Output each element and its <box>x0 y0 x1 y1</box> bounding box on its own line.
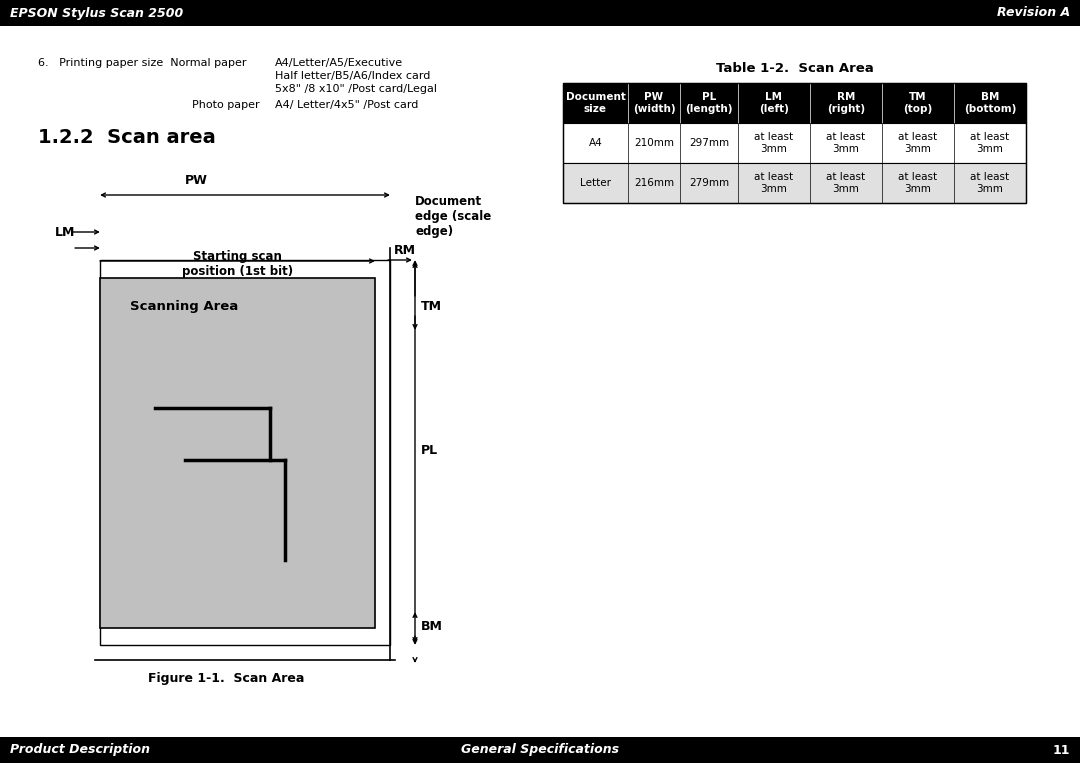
Bar <box>563 83 1026 203</box>
Text: Table 1-2.  Scan Area: Table 1-2. Scan Area <box>716 62 874 75</box>
Text: Product Description: Product Description <box>10 743 150 756</box>
Text: at least
3mm: at least 3mm <box>826 172 865 194</box>
Text: Document
size: Document size <box>566 92 625 114</box>
Text: Figure 1-1.  Scan Area: Figure 1-1. Scan Area <box>148 672 305 685</box>
Text: 1.2.2  Scan area: 1.2.2 Scan area <box>38 128 216 147</box>
Text: Document
edge (scale
edge): Document edge (scale edge) <box>415 195 491 238</box>
Text: Letter: Letter <box>580 178 611 188</box>
Text: BM: BM <box>421 620 443 633</box>
Text: BM
(bottom): BM (bottom) <box>963 92 1016 114</box>
Text: Half letter/B5/A6/Index card: Half letter/B5/A6/Index card <box>275 71 430 81</box>
Text: Scanning Area: Scanning Area <box>130 300 239 313</box>
Text: Starting scan
position (1st bit): Starting scan position (1st bit) <box>181 250 293 278</box>
Text: 11: 11 <box>1053 743 1070 756</box>
Text: 210mm: 210mm <box>634 138 674 148</box>
Text: LM: LM <box>55 226 76 239</box>
Text: TM: TM <box>421 300 442 313</box>
Text: General Specifications: General Specifications <box>461 743 619 756</box>
Text: A4/Letter/A5/Executive: A4/Letter/A5/Executive <box>275 58 403 68</box>
Text: Photo paper: Photo paper <box>192 100 259 110</box>
Bar <box>563 123 1026 163</box>
Text: 216mm: 216mm <box>634 178 674 188</box>
Text: at least
3mm: at least 3mm <box>971 132 1010 154</box>
Text: 297mm: 297mm <box>689 138 729 148</box>
Text: at least
3mm: at least 3mm <box>899 132 937 154</box>
Bar <box>0 737 1080 763</box>
Text: at least
3mm: at least 3mm <box>755 132 794 154</box>
Bar <box>563 83 1026 123</box>
Text: 5x8" /8 x10" /Post card/Legal: 5x8" /8 x10" /Post card/Legal <box>275 84 437 94</box>
Text: PL: PL <box>421 443 438 456</box>
Bar <box>0 0 1080 26</box>
Text: at least
3mm: at least 3mm <box>755 172 794 194</box>
Text: EPSON Stylus Scan 2500: EPSON Stylus Scan 2500 <box>10 7 184 20</box>
Bar <box>100 278 375 628</box>
Text: A4: A4 <box>589 138 603 148</box>
Bar <box>563 163 1026 203</box>
Text: Revision A: Revision A <box>997 7 1070 20</box>
Text: at least
3mm: at least 3mm <box>826 132 865 154</box>
Text: A4/ Letter/4x5" /Post card: A4/ Letter/4x5" /Post card <box>275 100 418 110</box>
Text: at least
3mm: at least 3mm <box>899 172 937 194</box>
Bar <box>100 260 390 645</box>
Text: PL
(length): PL (length) <box>685 92 732 114</box>
Text: 6.   Printing paper size  Normal paper: 6. Printing paper size Normal paper <box>38 58 246 68</box>
Text: TM
(top): TM (top) <box>903 92 933 114</box>
Text: RM
(right): RM (right) <box>827 92 865 114</box>
Text: 279mm: 279mm <box>689 178 729 188</box>
Text: PW
(width): PW (width) <box>633 92 675 114</box>
Text: LM
(left): LM (left) <box>759 92 788 114</box>
Text: RM: RM <box>394 243 416 256</box>
Text: at least
3mm: at least 3mm <box>971 172 1010 194</box>
Text: PW: PW <box>185 174 207 187</box>
